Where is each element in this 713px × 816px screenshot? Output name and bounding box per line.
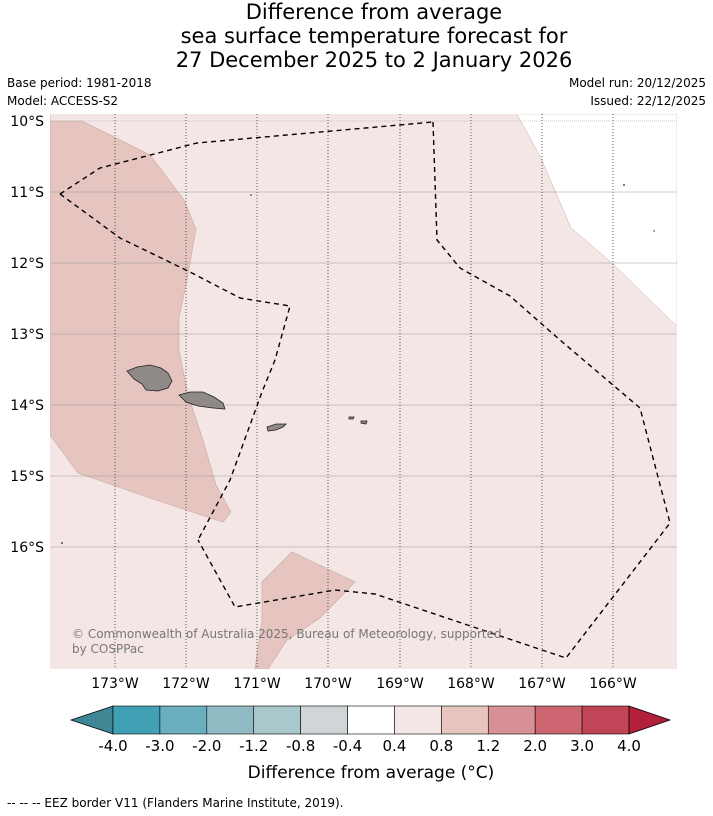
- colorbar-bin-7: [441, 705, 489, 735]
- colorbar-extend-high: [628, 705, 672, 735]
- lat-label-16s: 16°S: [10, 540, 44, 556]
- colorbar-label-text: Difference from average (°C): [247, 763, 495, 783]
- tau-island: [360, 420, 368, 425]
- colorbar-tick-label: -1.2: [239, 737, 268, 755]
- eez-border-samoa-south: [59, 193, 291, 541]
- colorbar-tick-label: 3.0: [570, 737, 594, 755]
- lat-label-10s: 10°S: [10, 114, 44, 130]
- upolu-island: [178, 391, 226, 410]
- longitude-gridlines: [114, 114, 614, 669]
- neutral-anomaly-region: [516, 114, 677, 327]
- colorbar-bin-4: [300, 705, 348, 735]
- lon-label-173w: 173°W: [91, 676, 139, 692]
- copyright-line-2: by COSPPac: [72, 642, 144, 656]
- eez-legend-footer: -- -- -- EEZ border V11 (Flanders Marine…: [7, 796, 344, 810]
- colorbar-tick-label: -2.0: [192, 737, 221, 755]
- lon-label-167w: 167°W: [518, 676, 566, 692]
- latitude-gridlines: [50, 120, 677, 548]
- small-island-dot-2: [623, 184, 625, 186]
- colorbar-bin-6: [394, 705, 442, 735]
- small-island-dot-4: [61, 542, 63, 544]
- model-name: Model: ACCESS-S2: [7, 94, 119, 108]
- colorbar-tick-label: 0.8: [429, 737, 453, 755]
- title-line-2: sea surface temperature forecast for: [180, 24, 568, 48]
- lat-label-11s: 11°S: [10, 185, 44, 201]
- title-line-1: Difference from average: [245, 0, 503, 24]
- colorbar-tick-label: -4.0: [98, 737, 127, 755]
- lon-label-168w: 168°W: [447, 676, 495, 692]
- colorbar-bin-8: [487, 705, 536, 735]
- colorbar-bin-0: [112, 705, 161, 735]
- copyright-line-1: © Commonwealth of Australia 2025, Bureau…: [72, 627, 502, 641]
- savaii-island: [126, 364, 173, 392]
- lon-label-172w: 172°W: [162, 676, 210, 692]
- small-island-dot-3: [653, 230, 655, 232]
- lon-label-171w: 171°W: [233, 676, 281, 692]
- base-period: Base period: 1981-2018: [7, 76, 152, 90]
- colorbar-tick-label: -0.4: [333, 737, 362, 755]
- lat-label-15s: 15°S: [10, 469, 44, 485]
- colorbar-bin-10: [581, 705, 630, 735]
- map-title: Difference from average sea surface temp…: [0, 0, 713, 72]
- lon-label-166w: 166°W: [589, 676, 637, 692]
- lat-label-12s: 12°S: [10, 256, 44, 272]
- colorbar-label: Difference from average (°C): [0, 763, 713, 783]
- colorbar-tick-label: -3.0: [145, 737, 174, 755]
- lat-label-13s: 13°S: [10, 327, 44, 343]
- colorbar-bin-5: [347, 705, 395, 735]
- colorbar-tick-label: 4.0: [617, 737, 641, 755]
- title-line-3: 27 December 2025 to 2 January 2026: [175, 48, 573, 72]
- meta-left: Base period: 1981-2018 Model: ACCESS-S2: [7, 74, 152, 110]
- warm-anomaly-region-south: [254, 551, 356, 669]
- colorbar-extend-low: [69, 705, 114, 735]
- colorbar-bin-2: [206, 705, 255, 735]
- small-island-dot: [250, 194, 252, 196]
- ofu-island: [348, 416, 355, 420]
- tutuila-island: [266, 423, 287, 432]
- issued-date: Issued: 22/12/2025: [590, 94, 706, 108]
- colorbar-tick-label: 0.4: [383, 737, 407, 755]
- colorbar-tick-label: -0.8: [286, 737, 315, 755]
- colorbar-tick-label: 1.2: [476, 737, 500, 755]
- colorbar-bin-9: [534, 705, 583, 735]
- lon-label-170w: 170°W: [304, 676, 352, 692]
- meta-right: Model run: 20/12/2025 Issued: 22/12/2025: [569, 74, 706, 110]
- eez-border-american-samoa: [197, 121, 671, 659]
- colorbar-bin-3: [253, 705, 301, 735]
- lat-label-14s: 14°S: [10, 398, 44, 414]
- colorbar: -4.0 -3.0 -2.0 -1.2 -0.8 -0.4 0.4 0.8 1.2 2.0 3.0 4…: [69, 705, 672, 755]
- colorbar-bin-1: [159, 705, 208, 735]
- lon-label-169w: 169°W: [376, 676, 424, 692]
- model-run: Model run: 20/12/2025: [568, 76, 706, 90]
- colorbar-tick-label: 2.0: [523, 737, 547, 755]
